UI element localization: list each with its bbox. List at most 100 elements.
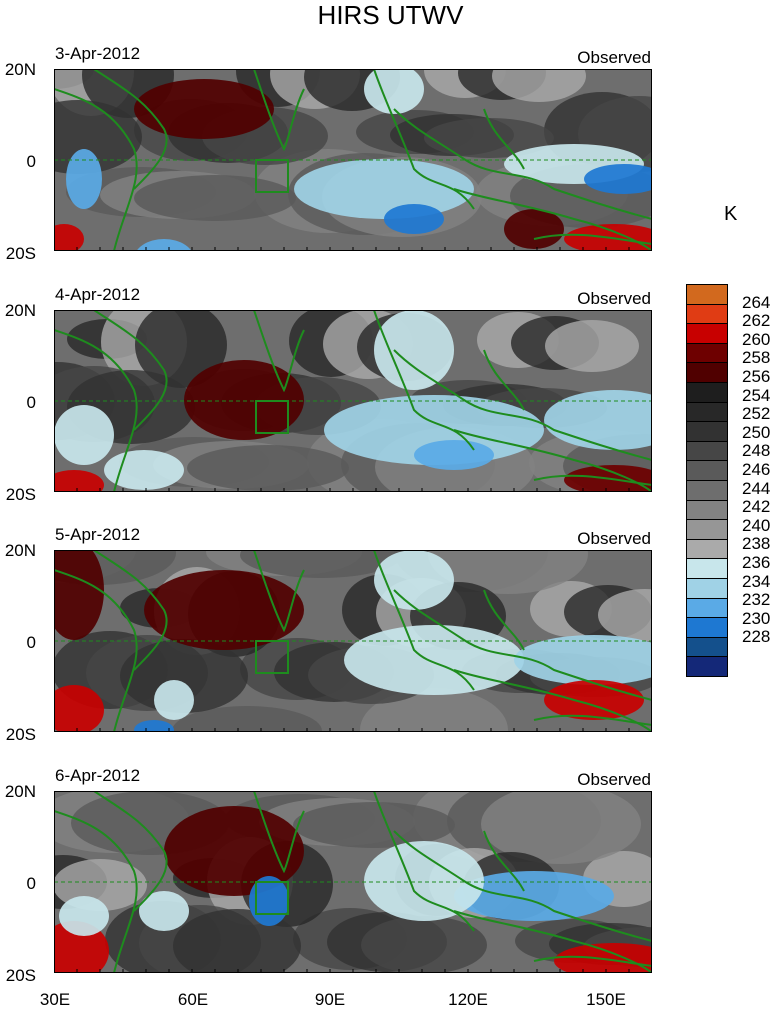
coastline xyxy=(483,108,525,170)
panel-date: 4-Apr-2012 xyxy=(55,285,141,304)
coastline xyxy=(253,69,305,152)
field-anomaly xyxy=(54,921,109,973)
coastline xyxy=(54,88,138,251)
field-contour xyxy=(545,320,639,372)
colorbar-label: 262 xyxy=(742,311,771,331)
field-anomaly xyxy=(374,550,454,610)
x-tick-90e: 90E xyxy=(314,990,346,1009)
colorbar-swatch xyxy=(686,342,728,363)
colorbar-label: 254 xyxy=(742,385,771,405)
coastline xyxy=(533,714,652,726)
field-anomaly xyxy=(544,680,644,720)
region-box xyxy=(255,881,289,915)
colorbar-swatch xyxy=(686,577,728,598)
colorbar xyxy=(686,284,728,677)
field-anomaly xyxy=(374,310,454,390)
field-contour xyxy=(293,802,455,848)
x-tick-60e: 60E xyxy=(177,990,209,1009)
panel-date: 6-Apr-2012 xyxy=(55,766,141,785)
field-anomaly xyxy=(54,405,114,465)
coastline xyxy=(93,791,168,912)
colorbar-swatch xyxy=(686,617,728,637)
colorbar-label: 228 xyxy=(742,627,771,647)
coastline xyxy=(93,69,168,190)
coastline xyxy=(253,791,305,874)
y-tick-0: 0 xyxy=(26,874,36,893)
map-panel-2: 4-Apr-2012 Observed 20N 0 20S xyxy=(5,285,658,504)
coastline xyxy=(483,349,525,411)
map-plot xyxy=(54,550,652,732)
colorbar-label: 248 xyxy=(742,441,771,461)
colorbar-swatch xyxy=(686,558,728,578)
region-box xyxy=(255,640,289,674)
field-anomaly xyxy=(364,841,484,921)
colorbar-swatch xyxy=(686,303,728,324)
field-anomaly xyxy=(184,360,304,440)
colorbar-swatch xyxy=(686,421,728,441)
y-tick-0: 0 xyxy=(26,393,36,412)
colorbar-swatch xyxy=(686,479,728,500)
field-anomaly xyxy=(324,395,544,465)
colorbar-swatch xyxy=(686,538,728,559)
panel-label: Observed xyxy=(577,529,651,548)
colorbar-label: 246 xyxy=(742,460,771,479)
y-tick-0: 0 xyxy=(26,633,36,652)
field-anomaly xyxy=(384,204,444,234)
y-tick-20n: 20N xyxy=(4,541,36,560)
field-anomaly xyxy=(414,440,494,470)
coastline xyxy=(393,589,652,701)
colorbar-label: 240 xyxy=(742,515,771,535)
colorbar-swatch xyxy=(686,401,728,422)
region-box xyxy=(255,159,289,193)
region-box xyxy=(255,400,289,434)
field-anomaly xyxy=(59,896,109,936)
colorbar-swatch xyxy=(686,362,728,382)
map-panel-3: 5-Apr-2012 Observed 20N 0 20S xyxy=(5,525,658,744)
colorbar-label: 244 xyxy=(742,478,771,498)
field-anomaly xyxy=(136,239,192,251)
field-contour xyxy=(135,310,227,388)
y-tick-20n: 20N xyxy=(4,301,36,320)
coastline xyxy=(253,310,305,393)
y-tick-20s: 20S xyxy=(5,966,36,985)
colorbar-swatch xyxy=(686,597,728,618)
field-contour xyxy=(598,589,652,641)
colorbar-swatch xyxy=(686,323,728,343)
colorbar-label: 256 xyxy=(742,367,771,386)
map-panel-4: 6-Apr-2012 Observed 20N 0 20S xyxy=(5,766,658,985)
colorbar-label: 232 xyxy=(742,590,771,610)
map-plot xyxy=(54,791,652,973)
colorbar-label: 264 xyxy=(742,292,771,312)
field-contour xyxy=(134,175,296,221)
panel-date: 3-Apr-2012 xyxy=(55,44,141,63)
y-tick-20s: 20S xyxy=(5,725,36,744)
field-contour xyxy=(492,69,586,102)
field-anomaly xyxy=(54,470,104,492)
y-tick-20n: 20N xyxy=(4,60,36,79)
map-plot xyxy=(54,310,652,492)
colorbar-swatch xyxy=(686,519,728,539)
coastline xyxy=(393,830,652,942)
coastline xyxy=(54,569,138,732)
coastline xyxy=(253,550,305,633)
colorbar-label: 230 xyxy=(742,608,771,628)
field-anomaly xyxy=(134,720,174,732)
y-tick-20n: 20N xyxy=(4,782,36,801)
field-contour xyxy=(481,791,641,864)
colorbar-label: 238 xyxy=(742,534,771,554)
x-tick-30e: 30E xyxy=(39,990,71,1009)
field-anomaly xyxy=(344,625,524,695)
coastline xyxy=(393,108,652,220)
coastline xyxy=(393,349,652,461)
map-plot xyxy=(54,69,652,251)
field-anomaly xyxy=(294,159,474,219)
field-anomaly xyxy=(514,635,652,685)
coastline xyxy=(533,474,652,486)
field-contour xyxy=(172,706,322,732)
field-anomaly xyxy=(584,164,652,194)
x-tick-120e: 120E xyxy=(448,990,488,1009)
field-anomaly xyxy=(66,149,102,209)
field-contour xyxy=(240,550,402,578)
colorbar-swatch xyxy=(686,284,728,304)
field-anomaly xyxy=(134,79,274,139)
